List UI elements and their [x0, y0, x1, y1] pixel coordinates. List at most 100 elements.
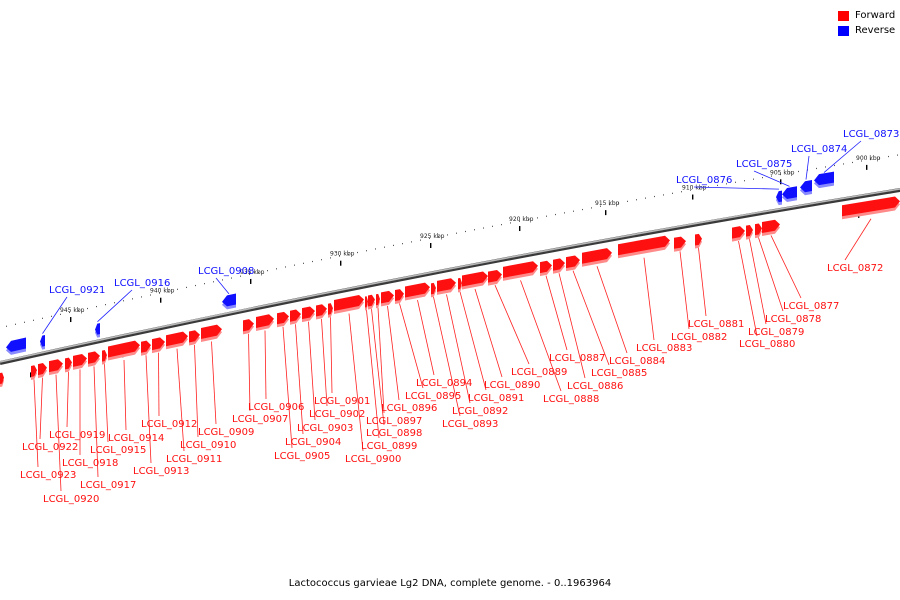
gene-body: [782, 186, 797, 199]
gene-body: [189, 330, 200, 343]
gene-arrow: [6, 337, 26, 355]
minor-tick: [546, 215, 547, 217]
minor-tick: [87, 307, 88, 310]
gene-body: [95, 323, 100, 335]
minor-tick: [591, 207, 592, 209]
minor-tick: [204, 283, 205, 285]
leader-line: [33, 379, 39, 468]
gene-body: [674, 236, 686, 249]
gene-label: LCGL_0877: [783, 301, 839, 312]
gene-arrow: [102, 350, 107, 365]
leader-line: [805, 155, 810, 180]
minor-tick: [411, 241, 412, 243]
gene-body: [582, 248, 612, 264]
leader-line: [572, 270, 610, 366]
minor-tick: [852, 161, 853, 164]
minor-tick: [384, 246, 385, 248]
gene-label: LCGL_0917: [80, 480, 136, 491]
gene-arrow: [582, 248, 612, 267]
leader-line: [295, 324, 304, 435]
leader-line: [211, 341, 217, 425]
major-tick: [340, 260, 342, 266]
gene-body: [618, 235, 670, 256]
minor-tick: [429, 237, 430, 240]
minor-tick: [627, 200, 628, 202]
gene-label: LCGL_0878: [765, 314, 821, 325]
gene-arrow: [88, 351, 100, 367]
leader-line: [264, 330, 267, 400]
gene-label: LCGL_0908: [198, 266, 254, 277]
gene-arrow: [95, 323, 100, 338]
leader-line: [758, 237, 784, 312]
leader-line: [399, 303, 424, 389]
gene-arrow: [755, 223, 762, 239]
leader-line: [39, 377, 43, 440]
gene-body: [365, 296, 368, 308]
gene-body: [814, 171, 834, 186]
gene-body: [540, 260, 552, 274]
gene-label: LCGL_0921: [49, 285, 105, 296]
gene-arrow: [842, 196, 900, 220]
tick-label: 905 kbp: [770, 169, 795, 176]
minor-tick: [105, 304, 106, 306]
gene-arrow: [395, 289, 404, 305]
minor-tick: [564, 212, 565, 214]
minor-tick: [303, 262, 304, 264]
minor-tick: [402, 243, 403, 245]
leader-line: [596, 266, 628, 354]
leader-line: [330, 317, 333, 394]
forward-swatch: [838, 10, 849, 21]
gene-label: LCGL_0872: [827, 263, 883, 274]
gene-body: [776, 190, 782, 203]
minor-tick: [744, 180, 745, 182]
gene-label: LCGL_0918: [62, 458, 118, 469]
gene-arrow: [334, 295, 364, 315]
gene-arrow: [189, 330, 200, 346]
minor-tick: [186, 286, 187, 289]
major-tick: [70, 317, 72, 323]
minor-tick: [78, 309, 79, 312]
leader-line: [282, 326, 293, 449]
gene-label: LCGL_0883: [636, 343, 692, 354]
tick-label: 910 kbp: [682, 185, 707, 192]
gene-arrow: [503, 261, 538, 281]
major-tick: [160, 297, 162, 303]
minor-tick: [375, 248, 376, 250]
minor-tick: [870, 158, 871, 161]
minor-tick: [69, 311, 70, 314]
gene-label: LCGL_0880: [739, 339, 795, 350]
gene-body: [755, 223, 762, 236]
gene-arrow: [458, 277, 462, 293]
minor-tick: [456, 232, 457, 234]
leader-line: [417, 299, 435, 376]
gene-label: LCGL_0881: [688, 319, 744, 330]
minor-tick: [294, 264, 295, 266]
gene-arrow: [201, 324, 222, 342]
gene-label: LCGL_0915: [90, 445, 146, 456]
gene-label: LCGL_0874: [791, 144, 847, 155]
minor-tick: [528, 218, 529, 221]
gene-label: LCGL_0909: [198, 427, 254, 438]
minor-tick: [618, 202, 619, 204]
minor-tick: [447, 234, 448, 236]
gene-label: LCGL_0907: [232, 414, 288, 425]
minor-tick: [420, 239, 421, 241]
leader-line: [194, 345, 199, 438]
gene-arrow: [166, 331, 188, 350]
gene-label: LCGL_0873: [843, 129, 899, 140]
minor-tick: [672, 192, 673, 194]
gene-arrow: [814, 171, 834, 189]
gene-body: [800, 180, 812, 193]
axis-line-highlight: [0, 188, 900, 363]
minor-tick: [60, 313, 61, 315]
gene-label: LCGL_0916: [114, 278, 170, 289]
gene-arrow: [782, 186, 797, 202]
gene-body: [40, 335, 45, 347]
minor-tick: [24, 321, 25, 323]
leader-line: [770, 235, 802, 299]
gene-body: [38, 363, 47, 376]
tick-label: 945 kbp: [60, 307, 85, 314]
gene-arrow: [365, 296, 368, 311]
gene-label: LCGL_0919: [49, 430, 105, 441]
gene-label: LCGL_0914: [108, 433, 164, 444]
